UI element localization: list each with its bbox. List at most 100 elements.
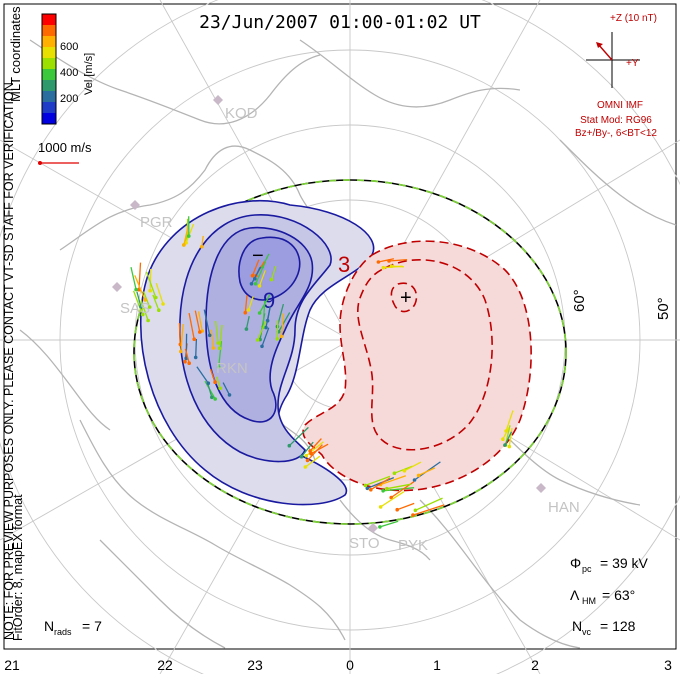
velocity-vector-origin [134, 287, 138, 292]
velocity-vector-origin [412, 478, 417, 482]
velocity-vectors [130, 216, 514, 529]
velocity-vector [218, 324, 223, 349]
velocity-vector-origin [139, 304, 143, 309]
colorbar-tick-400: 400 [60, 67, 78, 79]
velocity-vector-origin [140, 312, 145, 317]
velocity-vector [505, 410, 514, 432]
station-marker-kod: KOD [213, 95, 258, 122]
velocity-vector [404, 461, 422, 472]
velocity-vector-origin [365, 486, 370, 491]
velocity-vector-origin [161, 302, 165, 306]
velocity-vector [257, 321, 267, 341]
stat-n-vc: N vc = 128 [572, 618, 636, 637]
stat-phi-pc: Φ pc = 39 kV [570, 555, 649, 574]
colorbar-segment [42, 36, 56, 47]
velocity-vector-origin [416, 473, 421, 478]
velocity-vector-origin [148, 288, 152, 293]
velocity-vector [201, 235, 204, 247]
velocity-vector [197, 311, 203, 332]
velocity-vector-origin [305, 458, 310, 463]
colorbar-tick-600: 600 [60, 41, 78, 53]
velocity-vector [307, 444, 323, 461]
velocity-vector-origin [395, 507, 400, 512]
neg-contour-label: 9 [263, 288, 275, 313]
velocity-vector [141, 302, 149, 321]
velocity-vector [188, 312, 195, 340]
velocity-vector [280, 313, 285, 337]
velocity-vector-origin [303, 465, 308, 469]
velocity-vector [244, 295, 248, 313]
imf-source: OMNI IMF [597, 100, 643, 111]
velocity-vector-origin [244, 327, 249, 331]
velocity-vector [203, 309, 211, 336]
potential-max-marker: + [400, 287, 412, 309]
station-label-han: HAN [548, 499, 580, 516]
velocity-vector-origin [157, 308, 161, 313]
stat-lambda-symbol: Λ [570, 587, 580, 603]
colorbar-segment [42, 58, 56, 69]
velocity-vector-origin [308, 449, 312, 453]
station-label-rkn: RKN [216, 360, 248, 377]
station-label-pyk: PYK [398, 537, 428, 554]
colorbar-segment [42, 102, 56, 113]
velocity-vector [309, 438, 322, 452]
velocity-vector [418, 467, 436, 476]
stat-lambda-sub: HM [582, 596, 596, 606]
velocity-vector-origin [207, 333, 212, 338]
velocity-vector [379, 520, 399, 528]
positive-cell-contour-2 [356, 259, 493, 451]
velocity-vector-origin [501, 437, 505, 442]
velocity-vector-origin [143, 298, 147, 302]
velocity-vector [278, 312, 291, 333]
station-marker-sto: STO [349, 523, 380, 552]
velocity-vector-origin [179, 349, 183, 354]
velocity-vector [305, 455, 321, 468]
station-label-pgr: PGR [140, 214, 173, 231]
velocity-vector-origin [218, 386, 222, 391]
velocity-vector [218, 341, 223, 368]
velocity-vector-origin [213, 380, 217, 385]
velocity-vector [261, 327, 270, 347]
velocity-vector-origin [369, 487, 373, 492]
velocity-vector [386, 483, 412, 490]
imf-condition: Bz+/By-, 6<BT<12 [575, 128, 657, 139]
velocity-vector [380, 491, 405, 508]
stat-lambda-hm: Λ HM = 63° [570, 587, 635, 606]
velocity-vector-origin [243, 310, 248, 315]
velocity-vector-origin [182, 243, 186, 247]
station-marker-pgr: PGR [130, 200, 173, 231]
velocity-vector [508, 428, 513, 447]
velocity-vector [178, 323, 181, 345]
colorbar-segment [42, 91, 56, 102]
velocity-vector [216, 376, 221, 389]
colorbar-outline [41, 13, 57, 125]
velocity-vector-origin [193, 355, 198, 360]
velocity-vector-origin [211, 346, 216, 350]
imf-dial [586, 32, 640, 88]
stat-n-rads-sub: rads [54, 627, 72, 637]
fit-order-note: FitOrder: 8, mapEX format [11, 494, 25, 641]
velocity-vector-origin [198, 330, 202, 334]
mlt-label-0: 0 [346, 657, 354, 673]
imf-model: Stat Mod: RG96 [580, 115, 652, 126]
velocity-vector [370, 477, 391, 491]
station-marker-han: HAN [536, 483, 580, 516]
velocity-vector-origin [139, 309, 143, 313]
velocity-vector [276, 303, 285, 327]
colorbar-segment [42, 113, 56, 124]
velocity-vector-origin [275, 337, 280, 341]
velocity-vector-origin [385, 486, 389, 491]
stat-lambda-value: = 63° [602, 587, 635, 603]
velocity-vector [367, 476, 395, 489]
boundary-dash [133, 179, 567, 525]
imf-bz-label: +Z (10 nT) [610, 13, 657, 24]
positive-cell-contour-3 [390, 282, 418, 313]
velocity-vector-origin [264, 325, 268, 330]
velocity-vector [195, 338, 198, 358]
velocity-vector [136, 291, 142, 307]
velocity-vector [222, 382, 231, 396]
velocity-vector [130, 267, 137, 290]
velocity-vector [300, 441, 314, 458]
velocity-vector [255, 261, 266, 285]
